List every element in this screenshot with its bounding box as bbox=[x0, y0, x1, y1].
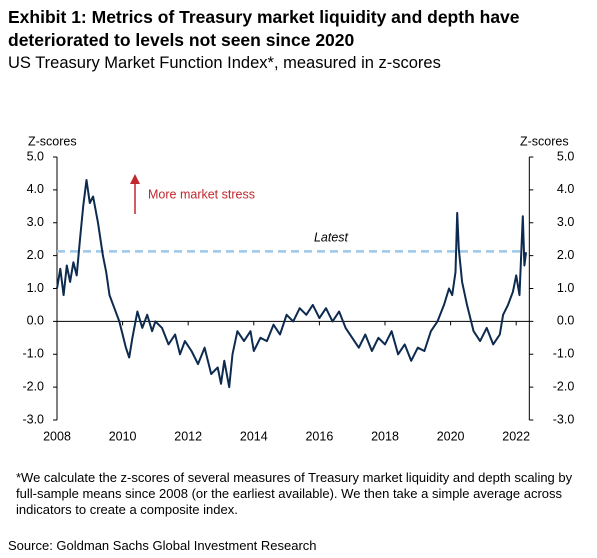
y-tick-label: -3.0 bbox=[22, 412, 44, 426]
y2-axis-label: Z-scores bbox=[520, 134, 569, 148]
x-tick-label: 2010 bbox=[109, 429, 137, 443]
reference-label: Latest bbox=[314, 231, 349, 245]
y-tick-label: -2.0 bbox=[22, 379, 44, 393]
chart-subtitle: US Treasury Market Function Index*, meas… bbox=[8, 54, 441, 72]
x-tick-label: 2012 bbox=[174, 429, 202, 443]
y2-tick-label: 0.0 bbox=[557, 314, 574, 328]
x-tick-label: 2016 bbox=[305, 429, 333, 443]
y2-tick-label: -1.0 bbox=[553, 347, 575, 361]
y2-tick-label: -3.0 bbox=[553, 412, 575, 426]
y-tick-label: 5.0 bbox=[27, 149, 44, 163]
annotation: More market stress bbox=[148, 187, 255, 201]
footnote: *We calculate the z-scores of several me… bbox=[16, 470, 573, 517]
y-tick-label: 0.0 bbox=[27, 314, 44, 328]
y-tick-label: -1.0 bbox=[22, 347, 44, 361]
y2-tick-label: 4.0 bbox=[557, 182, 574, 196]
y-tick-label: 3.0 bbox=[27, 215, 44, 229]
y2-tick-label: 3.0 bbox=[557, 215, 574, 229]
y2-tick-label: -2.0 bbox=[553, 379, 575, 393]
x-tick-label: 2022 bbox=[502, 429, 530, 443]
y-tick-label: 1.0 bbox=[27, 281, 44, 295]
y2-tick-label: 2.0 bbox=[557, 248, 574, 262]
y2-tick-label: 5.0 bbox=[557, 149, 574, 163]
x-tick-label: 2014 bbox=[240, 429, 268, 443]
y-tick-label: 2.0 bbox=[27, 248, 44, 262]
x-tick-label: 2020 bbox=[437, 429, 465, 443]
source: Source: Goldman Sachs Global Investment … bbox=[8, 538, 317, 553]
y-axis-label: Z-scores bbox=[28, 134, 77, 148]
x-tick-label: 2008 bbox=[43, 429, 71, 443]
y-tick-label: 4.0 bbox=[27, 182, 44, 196]
annotation-arrowhead bbox=[130, 174, 140, 184]
data-line bbox=[56, 179, 527, 389]
chart-title: Exhibit 1: Metrics of Treasury market li… bbox=[8, 7, 520, 50]
y2-tick-label: 1.0 bbox=[557, 281, 574, 295]
x-tick-label: 2018 bbox=[371, 429, 399, 443]
